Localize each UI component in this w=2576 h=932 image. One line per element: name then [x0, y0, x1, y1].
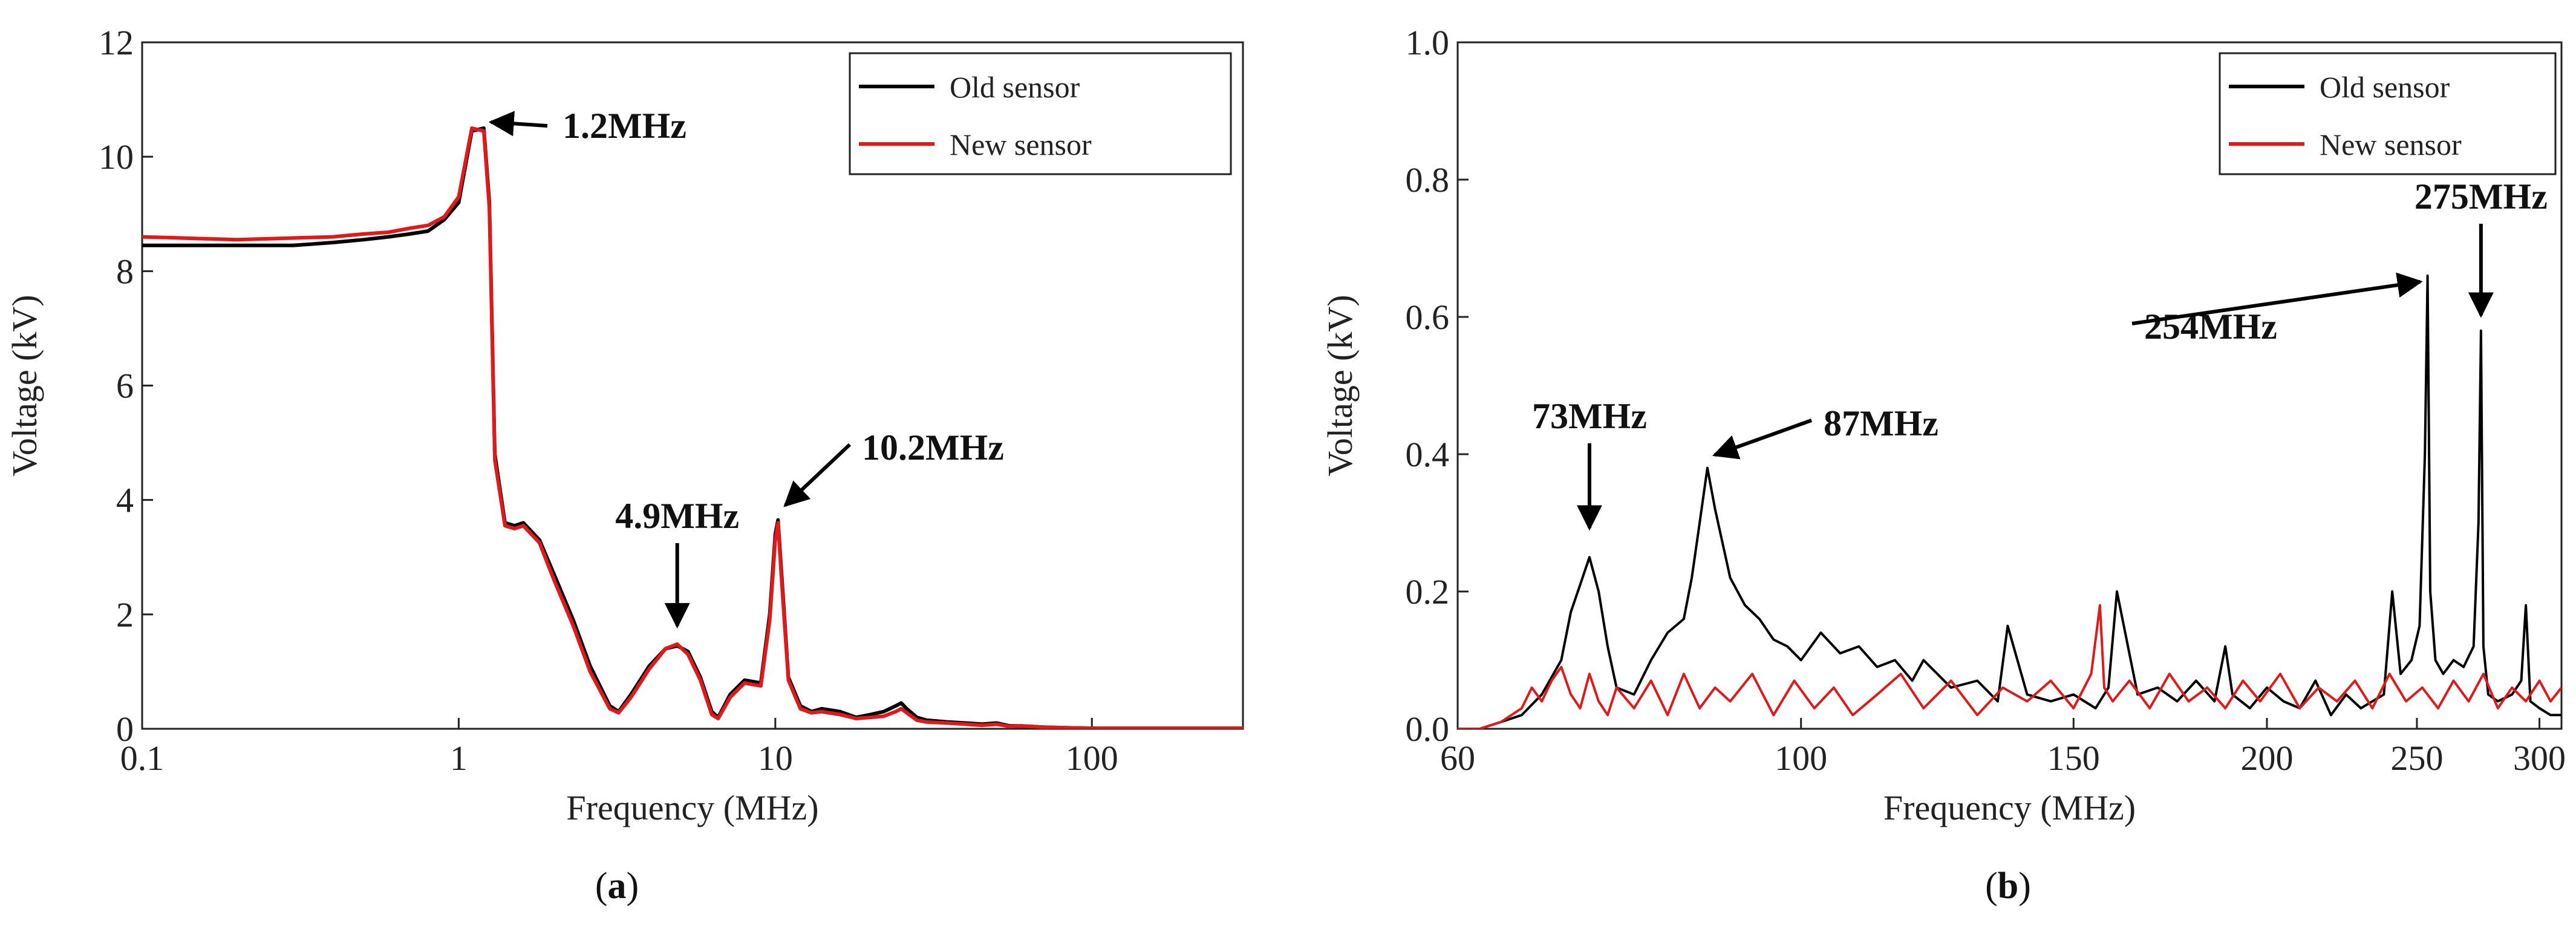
y-tick-label: 2 — [116, 595, 134, 634]
y-tick-label: 0.0 — [1406, 709, 1450, 749]
x-tick-label: 10 — [758, 738, 793, 778]
x-tick-label: 0.1 — [120, 738, 165, 778]
x-axis-title: Frequency (MHz) — [1883, 788, 2136, 827]
annotation-arrow — [488, 111, 548, 137]
panel-caption: (b) — [1985, 865, 2031, 907]
annotation-arrow — [783, 443, 852, 507]
y-axis-title: Voltage (kV) — [1320, 295, 1360, 476]
chart-panel-a: 0 2 4 6 8 10 12 0.1 1 10 100 Frequency (MHz) Voltage… — [5, 23, 1244, 907]
y-tick-label: 8 — [116, 252, 134, 291]
y-tick-label: 0.4 — [1406, 435, 1450, 474]
y-tick-label: 0.2 — [1406, 572, 1450, 611]
x-tick-label: 300 — [2513, 738, 2566, 778]
y-tick-label: 0 — [116, 709, 134, 749]
series-line-old-sensor — [142, 126, 1243, 729]
annotation-label: 10.2MHz — [862, 428, 1004, 468]
x-tick-label: 100 — [1775, 738, 1827, 778]
y-tick-label: 0.6 — [1406, 298, 1450, 337]
legend-label: Old sensor — [950, 70, 1080, 104]
series-line-old-sensor — [1458, 274, 2561, 729]
series-line-new-sensor — [142, 126, 1243, 729]
annotation-label: 73MHz — [1532, 396, 1647, 436]
annotation-label: 1.2MHz — [562, 106, 686, 146]
legend-box — [849, 52, 1232, 175]
y-tick-label: 1.0 — [1406, 23, 1450, 62]
x-axis-title: Frequency (MHz) — [566, 788, 818, 827]
annotation-arrow — [2131, 272, 2423, 325]
x-tick-label: 250 — [2390, 738, 2443, 778]
x-tick-label: 200 — [2240, 738, 2293, 778]
annotation-arrow — [1712, 419, 1813, 460]
legend-label: New sensor — [2320, 128, 2462, 161]
legend-box — [2219, 52, 2557, 175]
y-axis-title: Voltage (kV) — [5, 295, 44, 476]
y-tick-label: 4 — [116, 481, 134, 520]
legend-label: Old sensor — [2320, 70, 2450, 104]
y-tick-label: 6 — [116, 367, 134, 406]
x-tick-label: 1 — [450, 738, 468, 778]
annotation-label: 87MHz — [1824, 403, 1939, 443]
x-tick-label: 60 — [1440, 738, 1475, 778]
chart-panel-b: 0.0 0.2 0.4 0.6 0.8 1.0 60 100 150 200 250 300 Frequ… — [1320, 23, 2566, 907]
x-tick-label: 100 — [1066, 738, 1118, 778]
legend-label: New sensor — [950, 128, 1092, 161]
panel-caption-letter: a — [608, 865, 627, 907]
panel-caption: (a) — [595, 865, 639, 907]
panel-caption-letter: b — [1998, 865, 2018, 907]
y-tick-label: 0.8 — [1406, 160, 1450, 200]
series-line-new-sensor — [1458, 604, 2561, 729]
plot-frame — [1456, 41, 2563, 730]
annotation-label: 275MHz — [2415, 177, 2548, 217]
y-tick-label: 12 — [99, 23, 134, 62]
annotation-label: 4.9MHz — [615, 496, 739, 536]
y-tick-label: 10 — [99, 137, 134, 177]
x-tick-label: 150 — [2047, 738, 2100, 778]
